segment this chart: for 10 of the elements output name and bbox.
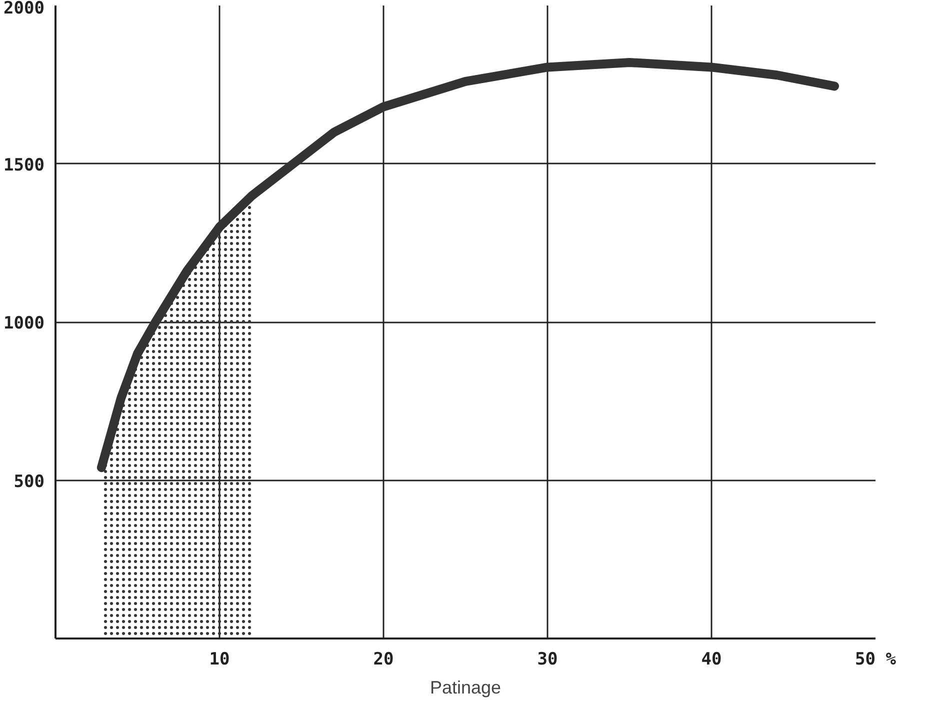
y-tick-label: 1500 <box>4 155 45 176</box>
x-tick-label: 10 <box>209 650 230 670</box>
x-axis-title: Patinage <box>430 678 502 698</box>
x-tick-label: 20 <box>373 650 394 670</box>
y-tick-label: 500 <box>14 472 45 492</box>
y-tick-label: 2000 <box>4 0 45 18</box>
y-tick-label: 1000 <box>4 314 45 334</box>
x-tick-label: 40 <box>701 650 722 670</box>
x-tick-label: 30 <box>537 650 558 670</box>
x-tick-label: 50 % <box>855 650 897 670</box>
